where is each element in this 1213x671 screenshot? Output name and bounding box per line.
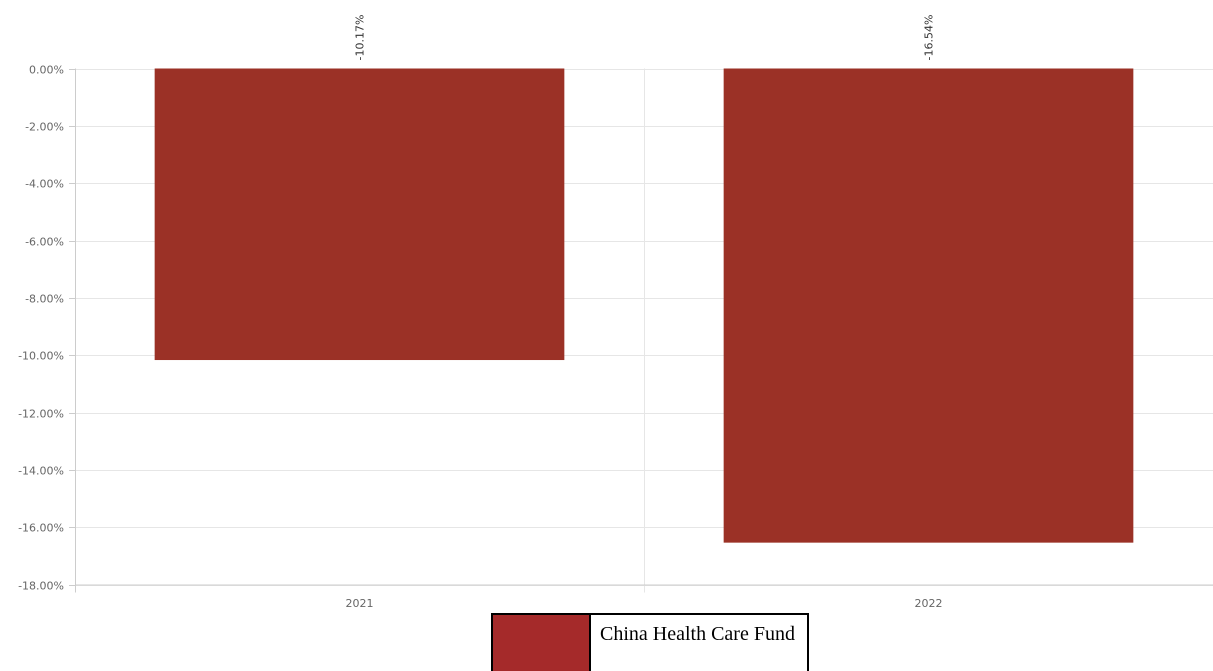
bars bbox=[154, 68, 1134, 543]
y-tick-label: -10.00% bbox=[18, 350, 64, 363]
y-tick-label: -4.00% bbox=[25, 178, 64, 191]
bar-2021 bbox=[154, 68, 565, 361]
y-tick-label: -6.00% bbox=[25, 236, 64, 249]
y-tick-label: -8.00% bbox=[25, 293, 64, 306]
y-tick-label: -14.00% bbox=[18, 465, 64, 478]
legend-label: China Health Care Fund bbox=[600, 623, 795, 645]
x-tick-label: 2022 bbox=[915, 597, 943, 610]
legend: China Health Care Fund bbox=[491, 613, 809, 671]
y-tick-label: -2.00% bbox=[25, 121, 64, 134]
axes bbox=[69, 68, 1213, 593]
y-tick-label: -12.00% bbox=[18, 408, 64, 421]
x-axis-tick-labels: 2021 2022 bbox=[346, 597, 943, 610]
x-tick-label: 2021 bbox=[346, 597, 374, 610]
y-axis-tick-labels: 0.00% -2.00% -4.00% -6.00% -8.00% -10.00% -12.… bbox=[18, 64, 64, 593]
y-tick-label: 0.00% bbox=[29, 64, 64, 77]
legend-swatch bbox=[493, 615, 591, 671]
y-tick-label: -16.00% bbox=[18, 522, 64, 535]
data-label: -16.54% bbox=[923, 15, 936, 61]
y-tick-label: -18.00% bbox=[18, 580, 64, 593]
bar-2022 bbox=[723, 68, 1134, 543]
data-label: -10.17% bbox=[354, 15, 367, 61]
data-labels: -10.17% -16.54% bbox=[354, 15, 936, 61]
